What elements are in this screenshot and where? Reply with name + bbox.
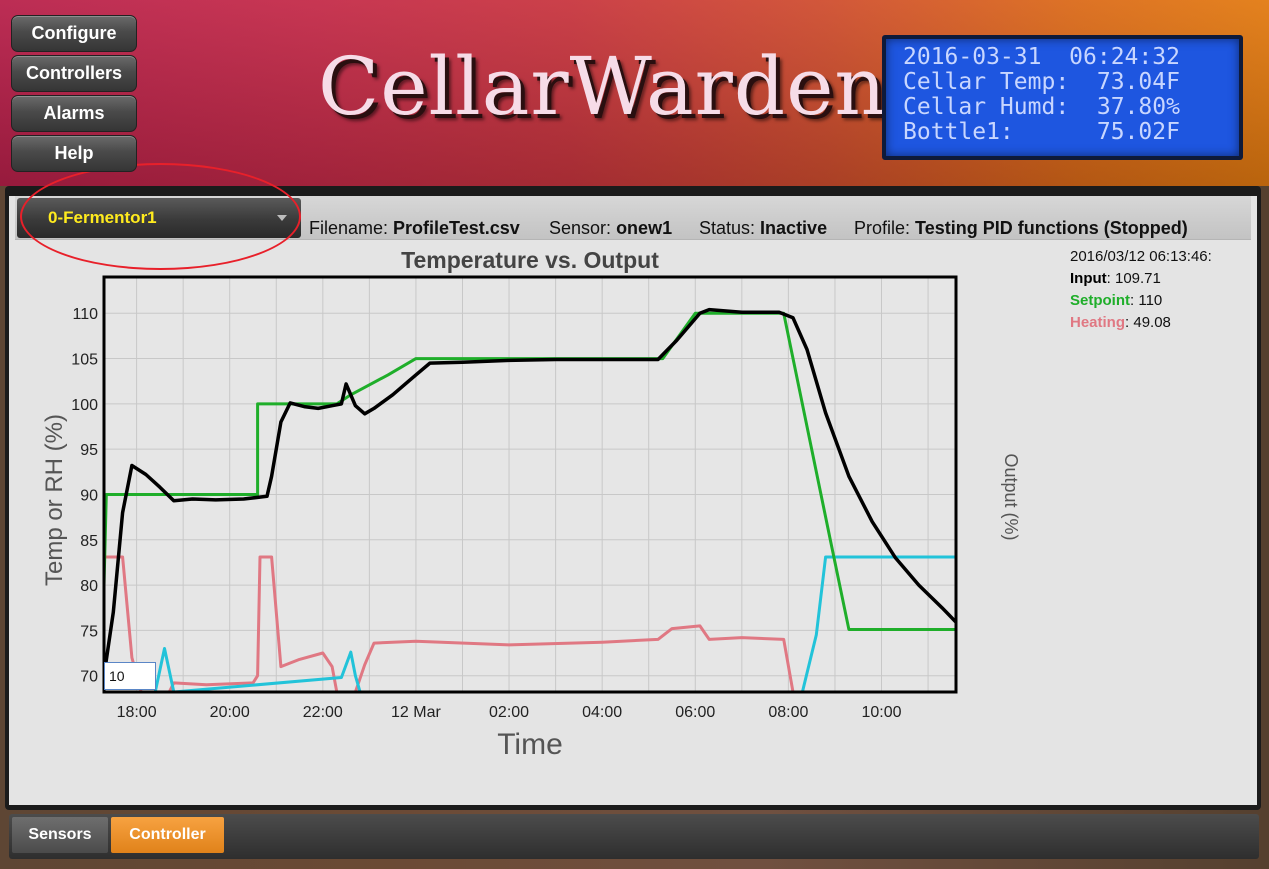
profile-info: Profile: Testing PID functions (Stopped) [854,218,1188,239]
x-tick-label: 06:00 [675,704,715,721]
x-tick-label: 02:00 [489,704,529,721]
x-tick-label: 08:00 [768,704,808,721]
y-tick-label: 105 [71,352,98,369]
legend-setpoint-value: : 110 [1130,292,1163,309]
y2-axis-label: Output (%) [1001,453,1021,540]
x-tick-label: 22:00 [303,704,343,721]
y-tick-label: 80 [80,578,98,595]
chart-hover-legend: 2016/03/12 06:13:46: Input: 109.71 Setpo… [1070,246,1212,334]
help-button[interactable]: Help [11,135,137,172]
controller-select[interactable]: 0-Fermentor1 [17,198,301,238]
controllers-button[interactable]: Controllers [11,55,137,92]
y-tick-label: 110 [72,306,98,323]
y-tick-label: 85 [80,533,98,550]
status-value: Inactive [760,218,828,238]
tab-sensors[interactable]: Sensors [12,817,108,853]
y-tick-label: 75 [80,623,98,640]
plot-frame [102,275,958,694]
lcd-line-bottle1: Bottle1: 75.02F [903,119,1180,145]
plot-background [104,277,956,692]
legend-setpoint-label: Setpoint [1070,292,1130,309]
chevron-down-icon [277,215,287,221]
brand-logo: CellarWarden [318,40,887,133]
status-info: Status: Inactive [699,218,827,239]
alarms-button[interactable]: Alarms [11,95,137,132]
y-tick-label: 100 [71,397,98,414]
sensor-info: Sensor: onew1 [549,218,672,239]
controller-select-value: 0-Fermentor1 [48,208,157,227]
configure-button[interactable]: Configure [11,15,137,52]
x-tick-label: 18:00 [117,704,157,721]
legend-timestamp: 2016/03/12 06:13:46: [1070,248,1212,265]
tab-controller[interactable]: Controller [111,817,224,853]
chart-grid [104,277,956,692]
x-axis-label: Time [497,728,563,761]
status-label: Status: [699,218,756,238]
legend-input-value: : 109.71 [1106,270,1161,287]
profile-value: Testing PID functions (Stopped) [915,218,1188,238]
legend-setpoint-row: Setpoint: 110 [1070,290,1212,312]
lcd-line-cellar-humd: Cellar Humd: 37.80% [903,94,1180,120]
header-banner: Configure Controllers Alarms Help Cellar… [0,0,1269,186]
sensor-value: onew1 [616,218,673,238]
filename-info: Filename: ProfileTest.csv [309,218,520,239]
profile-label: Profile: [854,218,911,238]
y-tick-label: 95 [80,442,98,459]
lcd-line-cellar-temp: Cellar Temp: 73.04F [903,69,1180,95]
chart-ticks: 70 75 80 85 90 95 100 105 110 18:00 20:00 22:00 12 M… [71,306,901,721]
legend-heating-row: Heating: 49.08 [1070,312,1212,334]
series-line-output [153,555,956,692]
chart-title: Temperature vs. Output [401,247,659,273]
legend-heating-value: : 49.08 [1125,314,1171,331]
lcd-line-datetime: 2016-03-31 06:24:32 [903,44,1180,70]
sensor-label: Sensor: [549,218,612,238]
legend-input-row: Input: 109.71 [1070,268,1212,290]
series-line-setpoint [104,311,956,631]
x-tick-label: 10:00 [861,704,901,721]
lcd-status-display: 2016-03-31 06:24:32 Cellar Temp: 73.04F … [882,35,1243,160]
series-line-input [104,307,956,676]
x-tick-label: 04:00 [582,704,622,721]
y-tick-label: 70 [80,669,98,686]
x-tick-label: 12 Mar [391,704,441,721]
chart-series [104,307,956,692]
y-tick-label: 90 [80,487,98,504]
legend-input-label: Input [1070,270,1107,287]
filename-value: ProfileTest.csv [393,218,520,238]
y-axis-label: Temp or RH (%) [41,414,68,586]
x-tick-label: 20:00 [210,704,250,721]
legend-heating-label: Heating [1070,314,1126,331]
filename-label: Filename: [309,218,389,238]
range-zoom-input[interactable] [104,662,156,690]
